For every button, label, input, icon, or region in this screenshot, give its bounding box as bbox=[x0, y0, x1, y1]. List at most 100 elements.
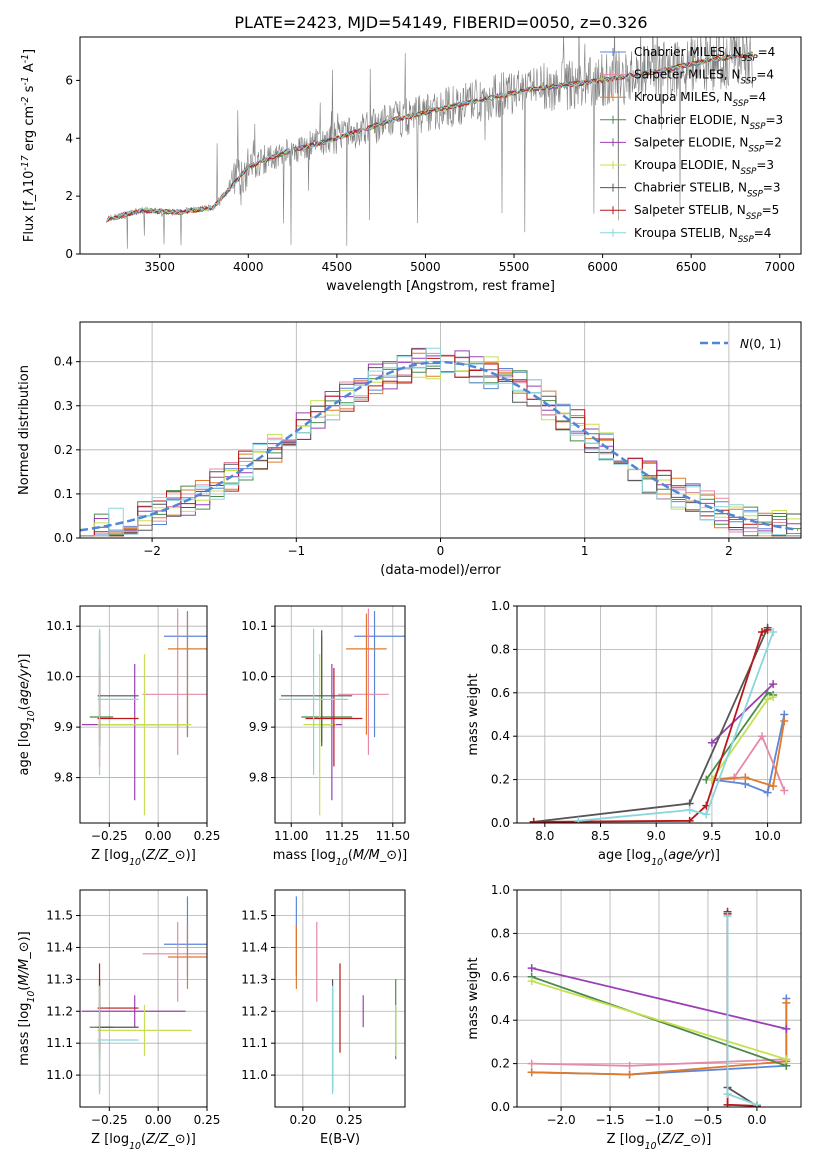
mass_weight_vs_Z-plot-area bbox=[527, 907, 791, 1107]
weight-point bbox=[769, 628, 778, 637]
y-tick-label: 1.0 bbox=[491, 599, 510, 613]
weight-series-line bbox=[533, 629, 768, 823]
weight-point bbox=[780, 786, 789, 795]
x-tick-label: 11.25 bbox=[325, 829, 359, 843]
weight-point bbox=[741, 773, 750, 782]
y-tick-label: 11.3 bbox=[46, 972, 73, 986]
y-tick-label: 10.1 bbox=[241, 619, 268, 633]
x-tick-label: 6500 bbox=[676, 260, 707, 274]
legend-entry: Salpeter ELODIE, NSSP=2 bbox=[634, 135, 782, 154]
weight-series-line bbox=[726, 913, 757, 1107]
weight-point bbox=[752, 1100, 761, 1107]
age_vs_mass-frame bbox=[274, 605, 406, 824]
y-tick-label: 11.2 bbox=[46, 1004, 73, 1018]
y-tick-label: 11.4 bbox=[46, 940, 73, 954]
weight-point bbox=[527, 977, 536, 986]
weight-point bbox=[527, 1068, 536, 1077]
x-tick-label: 0.25 bbox=[336, 1113, 363, 1127]
legend-entry: Chabrier ELODIE, NSSP=3 bbox=[634, 113, 783, 132]
weight-point bbox=[685, 805, 694, 814]
weight-point bbox=[702, 810, 711, 819]
weight-point bbox=[529, 817, 538, 823]
legend-entry: Kroupa ELODIE, NSSP=3 bbox=[634, 158, 774, 177]
y-tick-label: 10.0 bbox=[241, 670, 268, 684]
y-tick-label: 0.0 bbox=[54, 531, 73, 545]
y-tick-label: 0.3 bbox=[54, 399, 73, 413]
y-tick-label: 0.2 bbox=[491, 1057, 510, 1071]
spectrum-axes: 3500 4000 4500 5000 5500 6000 6500 7000 0 2 4 6 wave… bbox=[20, 36, 802, 294]
y-axis-label: Normed distribution bbox=[17, 365, 32, 495]
weight-point bbox=[527, 964, 536, 973]
x-axis-label: (data-model)/error bbox=[380, 563, 501, 578]
spectrum-plot-area bbox=[106, 37, 754, 249]
y-tick-label: 9.8 bbox=[54, 771, 73, 785]
residuals-frame bbox=[79, 321, 802, 539]
y-tick-label: 0.6 bbox=[491, 970, 510, 984]
x-tick-label: 11.50 bbox=[376, 829, 410, 843]
weight-point bbox=[769, 782, 778, 791]
weight-point bbox=[782, 1055, 791, 1064]
y-axis-label: Flux [f_λ10-17 erg cm-2 s-1 A-1] bbox=[20, 49, 38, 242]
legend-entry: Kroupa STELIB, NSSP=4 bbox=[634, 226, 771, 245]
weight-point bbox=[763, 788, 772, 797]
legend-entry: Salpeter MILES, NSSP=4 bbox=[634, 68, 774, 87]
y-tick-label: 11.1 bbox=[241, 1036, 268, 1050]
y-tick-label: 0.6 bbox=[491, 686, 510, 700]
x-axis-label: wavelength [Angstrom, rest frame] bbox=[326, 279, 555, 294]
legend-entry: N(0, 1) bbox=[740, 337, 781, 351]
mass_weight_vs_age-axes: 8.0 8.5 9.0 9.5 10.0 0.0 0.2 0.4 0.6 0.8 1.0 age [l… bbox=[466, 599, 802, 868]
y-tick-label: 0.2 bbox=[491, 773, 510, 787]
y-tick-label: 0.0 bbox=[491, 1100, 510, 1114]
age_vs_mass-axes: 11.00 11.25 11.50 9.8 9.9 10.0 10.1 mass [log10… bbox=[241, 605, 410, 868]
x-tick-label: 1 bbox=[581, 544, 589, 558]
x-tick-label: −1.5 bbox=[595, 1113, 624, 1127]
weight-series-line bbox=[726, 916, 758, 1106]
weight-point bbox=[769, 680, 778, 689]
weight-point bbox=[758, 732, 767, 741]
figure-title: PLATE=2423, MJD=54149, FIBERID=0050, z=0… bbox=[234, 13, 647, 32]
x-tick-label: −2.0 bbox=[546, 1113, 575, 1127]
residuals-legend: N(0, 1) bbox=[700, 337, 781, 351]
y-tick-label: 11.3 bbox=[241, 972, 268, 986]
spectrum-frame bbox=[79, 36, 802, 255]
weight-point bbox=[574, 816, 583, 823]
weight-series-line bbox=[531, 967, 787, 1030]
x-tick-label: 9.5 bbox=[702, 829, 721, 843]
x-tick-label: 0.20 bbox=[289, 1113, 316, 1127]
mass_vs_Z-frame bbox=[79, 889, 208, 1108]
mass_weight_vs_Z-axes: −2.0 −1.5 −1.0 −0.5 0.0 0.0 0.2 0.4 0.6 0.8 1.0 Z [… bbox=[466, 883, 802, 1152]
mass_vs_ebv-frame bbox=[274, 889, 406, 1108]
x-tick-label: 0 bbox=[437, 544, 445, 558]
x-tick-label: 4000 bbox=[233, 260, 264, 274]
x-tick-label: 8.0 bbox=[535, 829, 554, 843]
x-tick-label: 2 bbox=[725, 544, 733, 558]
x-tick-label: 6000 bbox=[587, 260, 618, 274]
x-tick-label: 3500 bbox=[144, 260, 175, 274]
weight-point bbox=[707, 738, 716, 747]
weight-series-line bbox=[531, 975, 787, 1067]
weight-point bbox=[780, 717, 789, 726]
age_vs_mass-plot-area bbox=[279, 608, 405, 816]
y-tick-label: 0.8 bbox=[491, 642, 510, 656]
x-tick-label: 0.00 bbox=[145, 1113, 172, 1127]
x-tick-label: 0.00 bbox=[145, 829, 172, 843]
x-tick-label: −1.0 bbox=[644, 1113, 673, 1127]
y-tick-label: 0.0 bbox=[491, 816, 510, 830]
x-tick-label: −1 bbox=[287, 544, 305, 558]
y-tick-label: 9.9 bbox=[54, 720, 73, 734]
y-tick-label: 0.8 bbox=[491, 926, 510, 940]
weight-point bbox=[763, 695, 772, 704]
y-axis-label: mass weight bbox=[466, 957, 481, 1039]
weight-point bbox=[723, 912, 732, 921]
age_vs_Z-plot-area bbox=[81, 608, 207, 816]
legend-entry: Salpeter STELIB, NSSP=5 bbox=[634, 203, 779, 222]
x-tick-label: 10.0 bbox=[754, 829, 781, 843]
y-tick-label: 6 bbox=[65, 73, 73, 87]
weight-series-line bbox=[531, 980, 787, 1061]
y-axis-label: mass [log10(M/M_⊙)] bbox=[17, 931, 37, 1066]
weight-point bbox=[527, 1059, 536, 1068]
y-axis-label: mass weight bbox=[466, 673, 481, 755]
x-axis-label: mass [log10(M/M_⊙)] bbox=[273, 848, 408, 868]
weight-point bbox=[685, 816, 694, 823]
legend-entry: Kroupa MILES, NSSP=4 bbox=[634, 90, 766, 109]
